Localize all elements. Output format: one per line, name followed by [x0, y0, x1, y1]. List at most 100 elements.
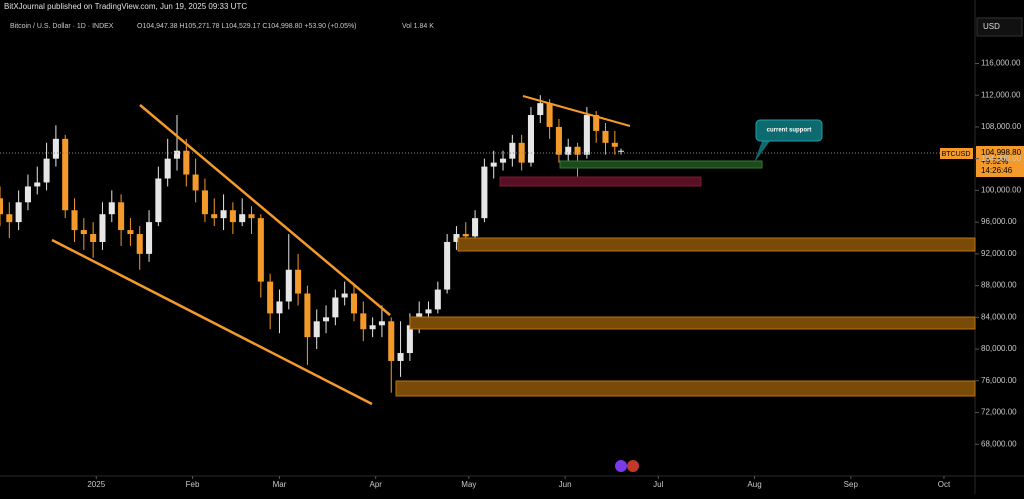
candle-body — [565, 146, 572, 155]
candle-body — [276, 301, 283, 314]
candle-body — [555, 126, 562, 155]
volume: Vol 1.84 K — [402, 23, 434, 30]
candle-body — [99, 214, 106, 242]
candle-body — [444, 241, 451, 290]
published-text: BitXJournal published on TradingView.com… — [4, 2, 247, 11]
candle-body — [43, 158, 50, 183]
y-tick-label: 96,000.00 — [981, 217, 1017, 226]
y-tick-label: 68,000.00 — [981, 439, 1017, 448]
candle-body — [183, 150, 190, 175]
candle-body — [267, 281, 274, 314]
candle-body — [462, 234, 469, 237]
y-tick-label: 72,000.00 — [981, 408, 1017, 417]
candle-body — [304, 293, 311, 338]
y-tick-label: 104,000.00 — [981, 154, 1022, 163]
candle-body — [192, 174, 199, 191]
x-tick-label: Feb — [186, 480, 200, 489]
currency-box[interactable] — [976, 17, 1023, 37]
candle-body — [24, 186, 31, 203]
candle-body — [34, 182, 41, 187]
x-tick-label: Jun — [559, 480, 572, 489]
ticker-box — [940, 148, 973, 159]
candle-body — [90, 234, 97, 242]
candle-body — [611, 142, 618, 147]
y-tick-label: 100,000.00 — [981, 186, 1022, 195]
change: +9.52% — [981, 157, 1008, 166]
y-tick-label: 108,000.00 — [981, 122, 1022, 131]
event-icon[interactable] — [627, 460, 639, 472]
candle-body — [499, 158, 507, 163]
support-zone — [559, 160, 763, 169]
candle-body — [164, 158, 171, 179]
currency: USD — [983, 22, 1000, 31]
x-tick-label: Jul — [653, 480, 663, 489]
candle-body — [434, 289, 441, 310]
trend-line — [522, 95, 631, 127]
y-tick-label: 112,000.00 — [981, 90, 1021, 99]
candle-body — [52, 138, 59, 159]
candle-body — [173, 150, 181, 159]
y-tick-label: 80,000.00 — [981, 344, 1017, 353]
price-tag — [976, 146, 1024, 177]
x-tick-label: 2025 — [87, 480, 105, 489]
callout — [755, 119, 823, 142]
candle-body — [108, 202, 115, 215]
y-tick-label: 76,000.00 — [981, 376, 1017, 385]
candle-body — [295, 269, 302, 294]
event-icon[interactable] — [615, 460, 627, 472]
candle-body — [350, 293, 358, 314]
zone — [395, 380, 976, 397]
candle-body — [201, 190, 208, 215]
candle-body — [118, 202, 125, 231]
candle-body — [369, 325, 376, 330]
candle-body — [388, 321, 395, 361]
ohlc: O104,947.38 H105,271.78 L104,529.17 C104… — [137, 23, 357, 30]
candle-body — [239, 214, 246, 223]
candle-body — [472, 218, 479, 237]
x-tick-label: Aug — [747, 480, 761, 489]
candle-body — [509, 142, 516, 159]
x-tick-label: Oct — [938, 480, 951, 489]
candle-body — [490, 162, 497, 167]
trend-line — [51, 238, 373, 406]
countdown: 14:26:46 — [981, 166, 1013, 175]
candle-body — [537, 103, 544, 116]
candle-body — [71, 210, 78, 231]
candle-body — [211, 214, 218, 219]
candle-body — [146, 222, 153, 254]
resistance-zone — [499, 176, 702, 187]
x-tick-label: Mar — [273, 480, 287, 489]
candle-body — [518, 142, 525, 163]
candle-body — [15, 202, 22, 223]
candle-body — [0, 198, 4, 215]
candle-body — [617, 150, 625, 152]
candle-body — [127, 230, 134, 235]
y-tick-label: 92,000.00 — [981, 249, 1017, 258]
x-tick-label: Sep — [844, 480, 859, 489]
trend-line — [139, 104, 391, 316]
candle-body — [155, 178, 162, 223]
candle-body — [341, 293, 348, 298]
candle-body — [285, 269, 292, 302]
candle-body — [574, 146, 581, 155]
candle-body — [546, 103, 553, 127]
y-tick-label: 84,000.00 — [981, 312, 1017, 321]
candle-body — [583, 115, 590, 155]
candle-body — [602, 130, 609, 143]
candle-body — [378, 321, 385, 326]
candle-body — [229, 210, 236, 223]
candle-body — [360, 313, 367, 330]
candle-body — [323, 317, 330, 322]
price: 104,998.80 — [981, 148, 1022, 157]
candle-body — [80, 230, 87, 235]
candle-body — [62, 138, 69, 211]
candle-body — [136, 234, 143, 254]
candle-body — [527, 115, 534, 163]
candle-body — [6, 214, 13, 223]
zone — [409, 316, 976, 330]
zone — [457, 237, 976, 252]
callout-pointer — [754, 141, 770, 163]
candle-body — [453, 234, 460, 242]
